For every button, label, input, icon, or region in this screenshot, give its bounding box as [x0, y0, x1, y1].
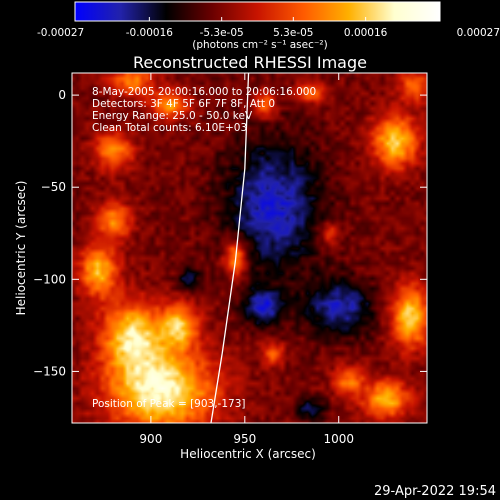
x-axis-label: Heliocentric X (arcsec) [180, 447, 316, 461]
y-axis-label: Heliocentric Y (arcsec) [14, 181, 28, 316]
colorbar-ticks: -0.00027 -0.00016 -5.3e-05 5.3e-05 0.00016 0.… [37, 17, 500, 39]
y-tick-label: −100 [33, 272, 66, 286]
chart-title: Reconstructed RHESSI Image [133, 53, 367, 72]
x-tick-label: 950 [233, 432, 256, 446]
heatmap-image [72, 73, 427, 423]
colorbar-tick-label: 0.00027 [457, 27, 500, 39]
annotation-energy-range: Energy Range: 25.0 - 50.0 keV [92, 110, 253, 122]
peak-position-label: Position of Peak = [903,-173] [92, 398, 246, 410]
axis-ticks: 900 950 1000 0 −50 −100 −150 [33, 73, 427, 446]
colorbar-tick-label: 5.3e-05 [273, 27, 313, 39]
annotation-detectors: Detectors: 3F 4F 5F 6F 7F 8F, Att 0 [92, 98, 275, 110]
solar-limb-curve [210, 73, 250, 423]
y-tick-label: −50 [41, 180, 66, 194]
y-tick-label: −150 [33, 364, 66, 378]
x-tick-label: 900 [139, 432, 162, 446]
y-tick-label: 0 [58, 88, 66, 102]
annotations: 8-May-2005 20:00:16.000 to 20:06:16.000 … [92, 86, 316, 134]
annotation-clean-counts: Clean Total counts: 6.10E+03 [92, 122, 247, 134]
colorbar-tick-label: -5.3e-05 [200, 27, 244, 39]
colorbar-units: (photons cm⁻² s⁻¹ asec⁻²) [192, 39, 327, 51]
colorbar-tick-label: -0.00016 [126, 27, 174, 39]
x-tick-label: 1000 [323, 432, 354, 446]
render-timestamp: 29-Apr-2022 19:54 [374, 484, 496, 499]
annotation-time-range: 8-May-2005 20:00:16.000 to 20:06:16.000 [92, 86, 316, 98]
colorbar [74, 1, 441, 22]
colorbar-tick-label: -0.00027 [37, 27, 84, 39]
plot-frame [71, 72, 428, 424]
colorbar-tick-label: 0.00016 [344, 27, 388, 39]
